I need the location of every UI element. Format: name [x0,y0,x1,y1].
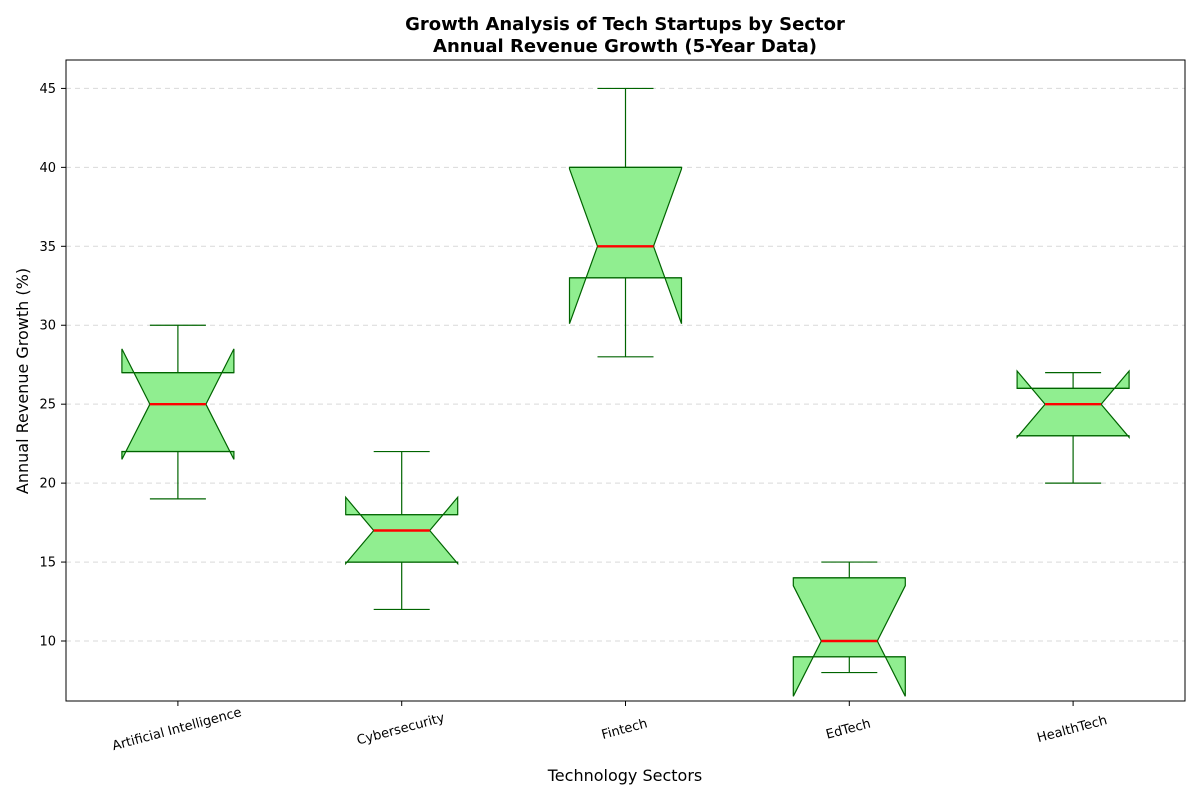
box-edtech [792,561,906,697]
y-axis-ticks: 10 15 20 25 30 35 40 45 [39,82,66,650]
chart-subtitle: Annual Revenue Growth (5-Year Data) [433,36,817,57]
box-healthtech [1016,369,1130,484]
box-artificial-intelligence [121,324,235,500]
x-axis-label: Technology Sectors [547,766,702,785]
x-tick-label: HealthTech [1036,713,1109,746]
y-tick-label: 20 [39,477,56,492]
x-tick-label: Fintech [600,716,649,743]
y-tick-label: 10 [39,635,56,650]
x-tick-label: Artificial Intelligence [111,705,244,754]
x-axis-ticks: Artificial Intelligence Cybersecurity Fint… [111,701,1109,754]
chart-title: Growth Analysis of Tech Startups by Sect… [405,14,845,35]
box-cybersecurity [345,450,459,611]
y-tick-label: 15 [39,556,56,571]
boxes [121,87,1130,697]
box-fintech [568,87,683,358]
y-tick-label: 40 [39,161,56,176]
y-tick-label: 30 [39,319,56,334]
y-tick-label: 35 [39,240,56,255]
x-tick-label: Cybersecurity [355,711,446,749]
y-tick-label: 25 [39,398,56,413]
y-tick-label: 45 [39,82,56,97]
box-body [792,577,906,697]
y-axis-label: Annual Revenue Growth (%) [13,268,32,494]
x-tick-label: EdTech [824,716,872,742]
